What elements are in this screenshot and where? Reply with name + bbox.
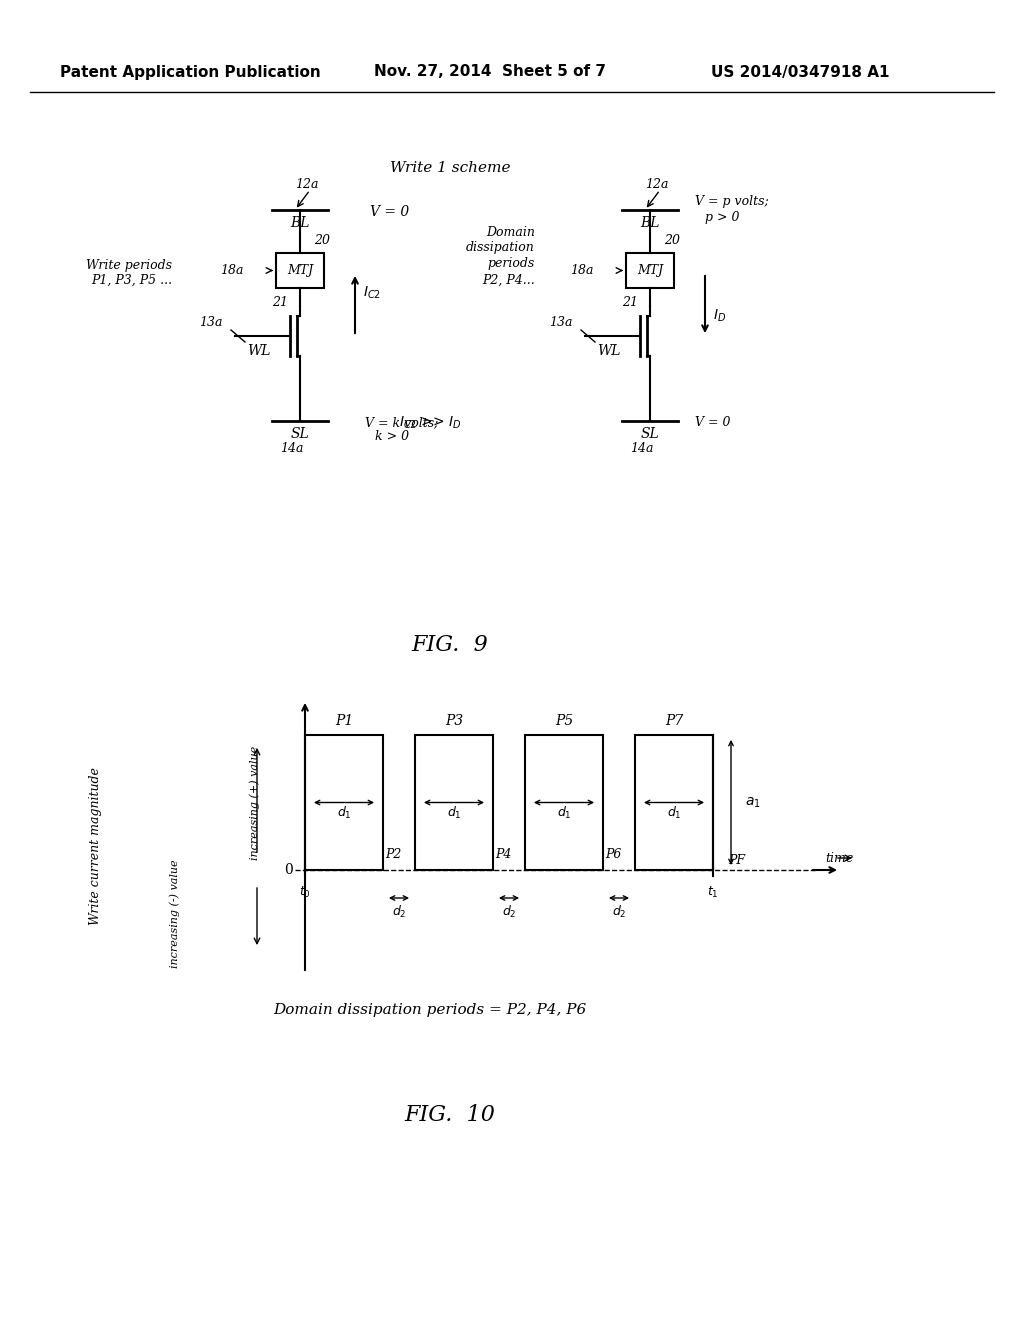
Text: Domain dissipation periods = P2, P4, P6: Domain dissipation periods = P2, P4, P6 bbox=[273, 1003, 587, 1016]
Bar bbox=[276, 253, 324, 288]
Text: V = 0: V = 0 bbox=[695, 417, 730, 429]
Text: PF: PF bbox=[728, 854, 745, 866]
Text: 20: 20 bbox=[664, 235, 680, 248]
Bar bbox=[626, 253, 674, 288]
Text: 12a: 12a bbox=[645, 178, 669, 191]
Text: 0: 0 bbox=[285, 863, 293, 876]
Text: P1, P3, P5 ...: P1, P3, P5 ... bbox=[91, 273, 172, 286]
Text: $I_{C2}$ >> $I_D$: $I_{C2}$ >> $I_D$ bbox=[398, 414, 462, 432]
Text: 21: 21 bbox=[272, 296, 288, 309]
Text: FIG.  10: FIG. 10 bbox=[404, 1104, 496, 1126]
Text: dissipation: dissipation bbox=[466, 242, 535, 255]
Text: $d_1$: $d_1$ bbox=[446, 804, 462, 821]
Text: p > 0: p > 0 bbox=[705, 211, 739, 224]
Text: WL: WL bbox=[597, 345, 621, 358]
Text: 14a: 14a bbox=[630, 442, 653, 455]
Text: $a_1$: $a_1$ bbox=[745, 795, 761, 809]
Text: P6: P6 bbox=[605, 847, 622, 861]
Text: periods: periods bbox=[487, 257, 535, 271]
Text: 12a: 12a bbox=[295, 178, 318, 191]
Text: P1: P1 bbox=[335, 714, 353, 729]
Text: P3: P3 bbox=[444, 714, 463, 729]
Text: 14a: 14a bbox=[281, 442, 304, 455]
Text: SL: SL bbox=[291, 426, 309, 441]
Text: time: time bbox=[825, 851, 853, 865]
Bar bbox=[415, 735, 493, 870]
Text: increasing (+) value: increasing (+) value bbox=[250, 746, 260, 859]
Text: P2, P4...: P2, P4... bbox=[482, 273, 535, 286]
Text: $t_1$: $t_1$ bbox=[708, 884, 719, 899]
Text: WL: WL bbox=[247, 345, 270, 358]
Text: $d_1$: $d_1$ bbox=[557, 804, 571, 821]
Text: 13a: 13a bbox=[550, 315, 573, 329]
Text: 20: 20 bbox=[314, 235, 330, 248]
Text: 21: 21 bbox=[622, 296, 638, 309]
Text: 18a: 18a bbox=[570, 264, 594, 277]
Text: Domain: Domain bbox=[486, 226, 535, 239]
Text: V = 0: V = 0 bbox=[370, 205, 410, 219]
Text: $d_2$: $d_2$ bbox=[502, 904, 516, 920]
Text: Patent Application Publication: Patent Application Publication bbox=[59, 65, 321, 79]
Text: Nov. 27, 2014  Sheet 5 of 7: Nov. 27, 2014 Sheet 5 of 7 bbox=[374, 65, 606, 79]
Text: P5: P5 bbox=[555, 714, 573, 729]
Text: V = p volts;: V = p volts; bbox=[695, 195, 769, 209]
Text: $d_2$: $d_2$ bbox=[611, 904, 627, 920]
Text: V = k volts;: V = k volts; bbox=[365, 417, 438, 429]
Text: k > 0: k > 0 bbox=[375, 430, 410, 444]
Text: P7: P7 bbox=[665, 714, 683, 729]
Text: Write 1 scheme: Write 1 scheme bbox=[390, 161, 510, 176]
Text: Write current magnitude: Write current magnitude bbox=[88, 767, 101, 925]
Text: SL: SL bbox=[641, 426, 659, 441]
Text: 18a: 18a bbox=[220, 264, 244, 277]
Text: $d_2$: $d_2$ bbox=[392, 904, 407, 920]
Bar bbox=[525, 735, 603, 870]
Bar bbox=[635, 735, 713, 870]
Text: $I_D$: $I_D$ bbox=[713, 308, 726, 325]
Text: P2: P2 bbox=[385, 847, 401, 861]
Text: US 2014/0347918 A1: US 2014/0347918 A1 bbox=[711, 65, 889, 79]
Bar bbox=[305, 735, 383, 870]
Text: $d_1$: $d_1$ bbox=[337, 804, 351, 821]
Text: BL: BL bbox=[290, 216, 309, 230]
Text: $t_0$: $t_0$ bbox=[299, 884, 311, 899]
Text: MTJ: MTJ bbox=[287, 264, 313, 277]
Text: increasing (-) value: increasing (-) value bbox=[170, 859, 180, 969]
Text: FIG.  9: FIG. 9 bbox=[412, 634, 488, 656]
Text: 13a: 13a bbox=[200, 315, 223, 329]
Text: $I_{C2}$: $I_{C2}$ bbox=[362, 285, 381, 301]
Text: MTJ: MTJ bbox=[637, 264, 664, 277]
Text: $d_1$: $d_1$ bbox=[667, 804, 681, 821]
Text: BL: BL bbox=[640, 216, 659, 230]
Text: Write periods: Write periods bbox=[86, 259, 172, 272]
Text: P4: P4 bbox=[495, 847, 511, 861]
